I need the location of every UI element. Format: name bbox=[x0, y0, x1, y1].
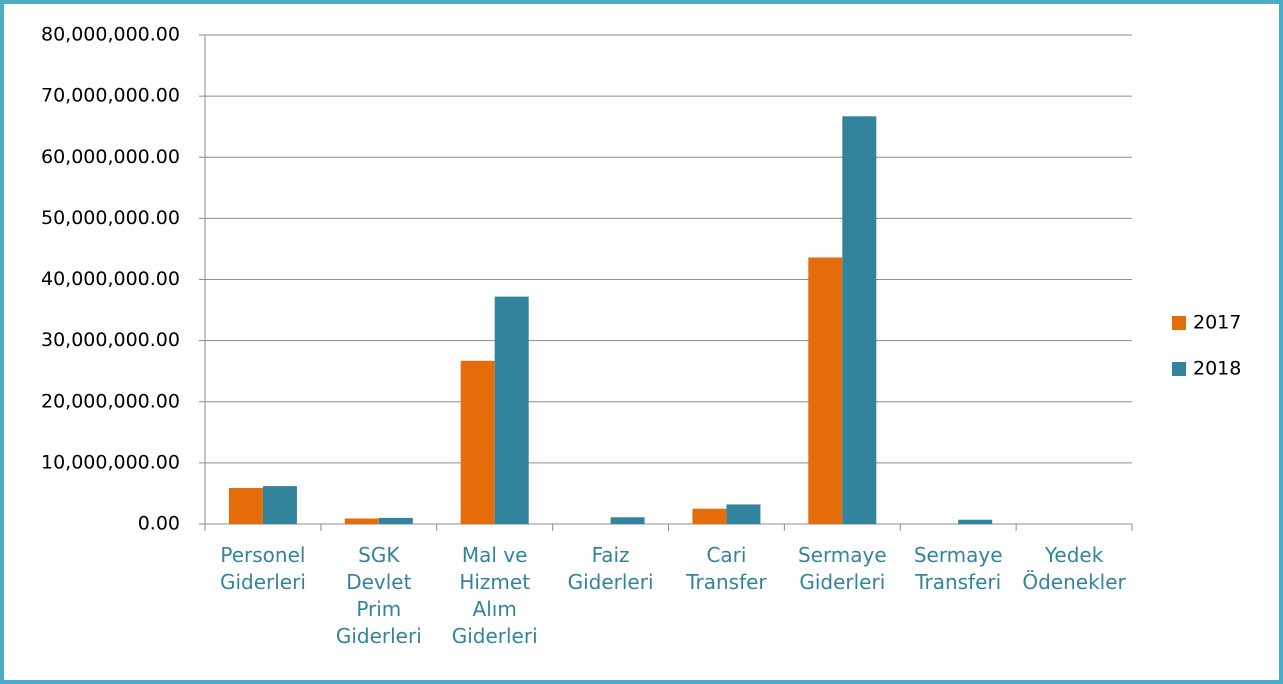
bar bbox=[228, 487, 263, 524]
x-tick-label: Cari Transfer bbox=[686, 543, 767, 594]
y-tick-label: 70,000,000.00 bbox=[41, 85, 180, 107]
x-tick-label: Personel Giderleri bbox=[219, 543, 306, 594]
y-tick-label: 10,000,000.00 bbox=[41, 451, 180, 473]
y-tick-label: 40,000,000.00 bbox=[41, 268, 180, 290]
y-tick-label: 20,000,000.00 bbox=[41, 390, 180, 412]
x-tick-label: Faiz Giderleri bbox=[567, 543, 654, 594]
x-tick-label: SGK Devlet Prim Giderleri bbox=[335, 543, 422, 648]
legend-swatch bbox=[1172, 316, 1186, 330]
bar bbox=[344, 518, 379, 524]
x-tick-label: Mal ve Hizmet Alım Giderleri bbox=[451, 543, 538, 648]
y-tick-label: 80,000,000.00 bbox=[41, 24, 180, 46]
x-tick-label: Sermaye Transferi bbox=[913, 543, 1003, 594]
x-tick-label: Sermaye Giderleri bbox=[797, 543, 887, 594]
bar bbox=[262, 486, 297, 524]
y-tick-label: 60,000,000.00 bbox=[41, 146, 180, 168]
y-tick-label: 0.00 bbox=[138, 513, 180, 535]
legend-swatch bbox=[1172, 362, 1186, 376]
bar bbox=[842, 116, 877, 524]
legend-label: 2018 bbox=[1193, 358, 1241, 380]
bar bbox=[808, 257, 843, 524]
legend-label: 2017 bbox=[1193, 312, 1241, 334]
bar bbox=[460, 360, 495, 524]
x-tick-label: Yedek Ödenekler bbox=[1022, 543, 1126, 594]
bar bbox=[494, 296, 529, 524]
y-tick-label: 30,000,000.00 bbox=[41, 329, 180, 351]
bar bbox=[958, 519, 993, 524]
bar bbox=[610, 517, 645, 524]
bar bbox=[692, 508, 727, 524]
bar bbox=[378, 517, 413, 524]
bar bbox=[726, 504, 761, 524]
y-tick-label: 50,000,000.00 bbox=[41, 207, 180, 229]
